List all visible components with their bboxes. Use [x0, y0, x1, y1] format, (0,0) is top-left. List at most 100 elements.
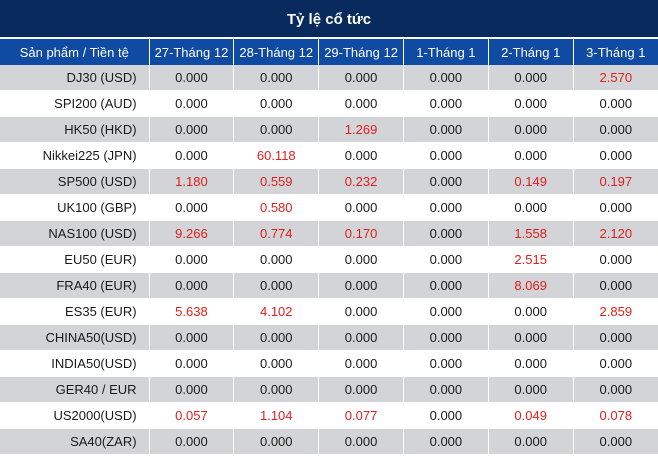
dividend-value-cell: 0.000 — [403, 90, 489, 117]
dividend-value-cell: 0.170 — [318, 220, 404, 247]
table-row: SPI200 (AUD) 0.000 0.000 0.000 0.000 0.000 0.0… — [0, 90, 658, 117]
table-row: US2000(USD) 0.057 1.104 0.077 0.000 0.049 0.07… — [0, 402, 658, 429]
dividend-value-cell: 0.000 — [318, 194, 404, 221]
symbol-cell: Nikkei225 (JPN) — [0, 142, 150, 169]
dividend-value-cell: 0.078 — [573, 402, 658, 429]
table-row: Nikkei225 (JPN) 0.000 60.118 0.000 0.000 0.00… — [0, 142, 658, 169]
dividend-value-cell: 0.000 — [403, 376, 489, 403]
dividend-value-cell: 0.000 — [488, 350, 574, 377]
dividend-value-cell: 0.000 — [403, 324, 489, 351]
dividend-value-cell: 0.000 — [233, 272, 320, 299]
dividend-value-cell: 0.559 — [233, 168, 320, 195]
table-row: ES35 (EUR) 5.638 4.102 0.000 0.000 0.000 2.859 — [0, 298, 658, 325]
dividend-value-cell: 0.000 — [403, 168, 489, 195]
dividend-value-cell: 4.102 — [233, 298, 320, 325]
header-date: 3-Tháng 1 — [573, 39, 658, 65]
dividend-value-cell: 0.149 — [488, 168, 574, 195]
symbol-cell: NAS100 (USD) — [0, 220, 150, 247]
dividend-value-cell: 0.000 — [149, 90, 235, 117]
dividend-value-cell: 0.000 — [149, 65, 235, 91]
dividend-value-cell: 0.000 — [403, 246, 489, 273]
dividend-value-cell: 0.000 — [573, 350, 658, 377]
symbol-cell: FRA40 (EUR) — [0, 272, 150, 299]
dividend-value-cell: 0.077 — [318, 402, 404, 429]
dividend-value-cell: 0.000 — [149, 194, 235, 221]
dividend-value-cell: 60.118 — [233, 142, 320, 169]
dividend-value-cell: 0.000 — [573, 376, 658, 403]
dividend-value-cell: 0.000 — [573, 272, 658, 299]
dividend-value-cell: 0.000 — [233, 65, 320, 91]
dividend-value-cell: 0.000 — [403, 116, 489, 143]
symbol-cell: INDIA50(USD) — [0, 350, 150, 377]
dividend-value-cell: 0.000 — [573, 142, 658, 169]
dividend-value-cell: 5.638 — [149, 298, 235, 325]
dividend-value-cell: 0.000 — [318, 90, 404, 117]
dividend-value-cell: 0.000 — [488, 428, 574, 455]
table-row: SP500 (USD) 1.180 0.559 0.232 0.000 0.149 0.19… — [0, 168, 658, 195]
symbol-cell: CHINA50(USD) — [0, 324, 150, 351]
dividend-value-cell: 1.104 — [233, 402, 320, 429]
dividend-value-cell: 0.000 — [318, 376, 404, 403]
dividend-value-cell: 1.269 — [318, 116, 404, 143]
dividend-value-cell: 0.000 — [318, 324, 404, 351]
dividend-value-cell: 0.000 — [403, 194, 489, 221]
dividend-value-cell: 0.000 — [488, 376, 574, 403]
table-row: NAS100 (USD) 9.266 0.774 0.170 0.000 1.558 2.1… — [0, 220, 658, 247]
symbol-cell: ES35 (EUR) — [0, 298, 150, 325]
table-row: INDIA50(USD) 0.000 0.000 0.000 0.000 0.000 0.0… — [0, 350, 658, 377]
dividend-value-cell: 0.000 — [403, 428, 489, 455]
symbol-cell: EU50 (EUR) — [0, 246, 150, 273]
header-product: Sản phẩm / Tiền tệ — [0, 39, 150, 65]
table-row: HK50 (HKD) 0.000 0.000 1.269 0.000 0.000 0.000 — [0, 116, 658, 143]
dividend-value-cell: 0.000 — [318, 65, 404, 91]
dividend-value-cell: 0.000 — [149, 428, 235, 455]
dividend-value-cell: 0.000 — [573, 246, 658, 273]
dividend-value-cell: 0.000 — [318, 428, 404, 455]
dividend-value-cell: 0.000 — [403, 298, 489, 325]
dividend-value-cell: 0.000 — [488, 90, 574, 117]
symbol-cell: HK50 (HKD) — [0, 116, 150, 143]
dividend-value-cell: 1.558 — [488, 220, 574, 247]
symbol-cell: DJ30 (USD) — [0, 65, 150, 91]
dividend-value-cell: 0.000 — [403, 272, 489, 299]
dividend-value-cell: 0.000 — [573, 324, 658, 351]
dividend-value-cell: 0.000 — [488, 194, 574, 221]
header-date: 28-Tháng 12 — [233, 39, 320, 65]
symbol-cell: SP500 (USD) — [0, 168, 150, 195]
table-row: GER40 / EUR 0.000 0.000 0.000 0.000 0.000 0.00… — [0, 376, 658, 403]
dividend-value-cell: 0.000 — [233, 116, 320, 143]
header-date: 29-Tháng 12 — [318, 39, 404, 65]
dividend-value-cell: 0.000 — [149, 376, 235, 403]
header-date: 2-Tháng 1 — [488, 39, 574, 65]
symbol-cell: US2000(USD) — [0, 402, 150, 429]
symbol-cell: UK100 (GBP) — [0, 194, 150, 221]
dividend-value-cell: 0.000 — [403, 220, 489, 247]
dividend-value-cell: 0.000 — [403, 65, 489, 91]
dividend-value-cell: 0.000 — [573, 116, 658, 143]
symbol-cell: GER40 / EUR — [0, 376, 150, 403]
dividend-value-cell: 0.000 — [403, 402, 489, 429]
dividend-value-cell: 0.000 — [488, 298, 574, 325]
dividend-value-cell: 0.000 — [233, 90, 320, 117]
table-row: SA40(ZAR) 0.000 0.000 0.000 0.000 0.000 0.000 — [0, 428, 658, 455]
dividend-value-cell: 0.000 — [318, 142, 404, 169]
dividend-value-cell: 0.000 — [233, 246, 320, 273]
dividend-value-cell: 2.515 — [488, 246, 574, 273]
table-row: UK100 (GBP) 0.000 0.580 0.000 0.000 0.000 0.00… — [0, 194, 658, 221]
dividend-value-cell: 9.266 — [149, 220, 235, 247]
table-row: CHINA50(USD) 0.000 0.000 0.000 0.000 0.000 0.0… — [0, 324, 658, 351]
dividend-value-cell: 1.180 — [149, 168, 235, 195]
dividend-value-cell: 0.000 — [488, 324, 574, 351]
table-row: FRA40 (EUR) 0.000 0.000 0.000 0.000 8.069 0.00… — [0, 272, 658, 299]
dividend-value-cell: 2.120 — [573, 220, 658, 247]
dividend-value-cell: 0.000 — [233, 428, 320, 455]
dividend-value-cell: 2.859 — [573, 298, 658, 325]
dividend-value-cell: 0.000 — [233, 350, 320, 377]
dividend-value-cell: 0.000 — [403, 142, 489, 169]
symbol-cell: SA40(ZAR) — [0, 428, 150, 455]
dividend-table: Sản phẩm / Tiền tệ 27-Tháng 12 28-Tháng … — [0, 39, 658, 455]
symbol-cell: SPI200 (AUD) — [0, 90, 150, 117]
dividend-value-cell: 0.000 — [318, 272, 404, 299]
dividend-value-cell: 0.000 — [488, 116, 574, 143]
